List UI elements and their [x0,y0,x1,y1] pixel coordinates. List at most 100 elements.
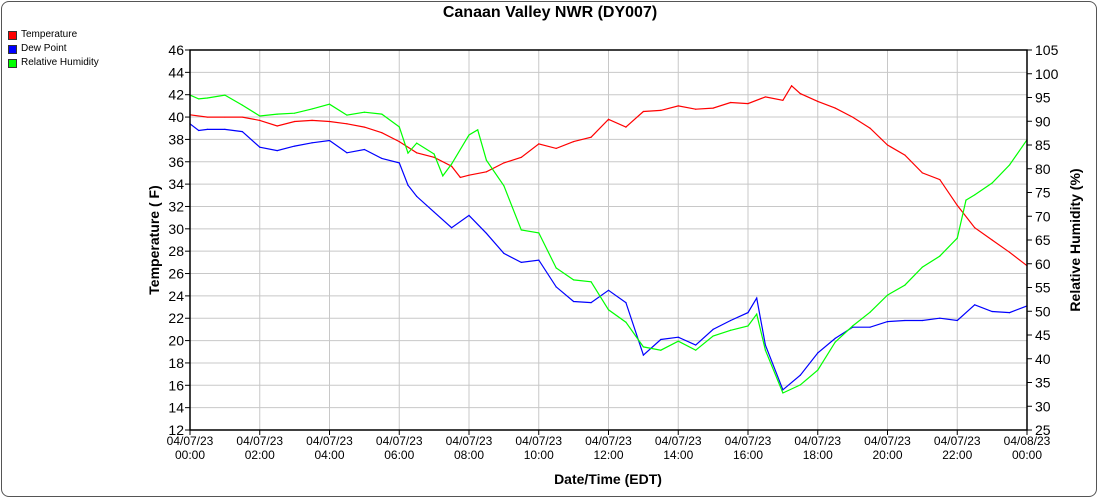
legend-item-temperature: Temperature [8,28,99,42]
data-point [381,113,383,115]
data-point [590,136,592,138]
data-point [346,114,348,116]
x-tick-date: 04/07/23 [236,434,283,448]
legend-item-relative-humidity: Relative Humidity [8,56,99,70]
data-point [198,129,200,132]
legend-swatch [8,44,17,54]
y-tick-label: 18 [168,355,184,371]
data-point [729,319,732,322]
x-tick-date: 04/07/23 [376,434,423,448]
y-tick-label: 32 [168,198,184,214]
x-tick-date: 04/07/23 [725,434,772,448]
data-point [660,338,662,341]
data-point [991,182,993,184]
data-point [904,319,906,322]
data-point [712,335,714,337]
x-tick-time: 02:00 [245,448,275,462]
y-tick-label: 44 [168,64,184,80]
x-tick-date: 04/07/23 [515,434,562,448]
legend-label: Dew Point [21,43,67,54]
data-point [520,156,522,158]
data-point [241,130,243,133]
y-tick-label: 34 [168,176,184,192]
data-point [241,116,243,118]
y-tick-label: 16 [168,377,184,393]
data-point [328,139,331,142]
data-point [677,340,679,342]
data-point [538,232,540,234]
data-point [398,162,400,164]
data-point [799,384,801,386]
y2-tick-label: 25 [1035,422,1051,438]
y-tick-label: 26 [168,266,184,282]
data-point [625,126,627,128]
y2-tick-label: 50 [1035,303,1051,319]
data-point [939,255,941,257]
x-tick-date: 04/07/23 [934,434,981,448]
data-point [607,309,610,311]
legend-swatch [8,58,17,68]
data-point [503,252,505,255]
data-point [573,279,575,281]
data-point [834,341,836,343]
data-point [660,349,662,351]
data-point [276,125,278,127]
data-point [311,142,313,144]
data-point [991,310,993,313]
data-point [956,204,958,206]
data-point [573,141,575,143]
data-point [939,317,941,319]
data-point [965,199,967,201]
y-tick-label: 36 [168,154,184,170]
data-point [817,369,819,371]
data-point [538,143,540,145]
data-point [956,319,958,322]
data-point [468,174,470,176]
data-point [259,115,261,117]
data-point [834,337,836,339]
legend-label: Temperature [21,29,78,40]
data-point [886,320,889,323]
data-point [799,374,801,376]
data-point [799,92,801,95]
data-point [817,100,819,103]
data-point [1008,312,1011,314]
data-point [224,128,226,130]
x-tick-time: 10:00 [524,448,554,462]
data-point [764,96,767,98]
data-point [712,107,714,109]
data-point [695,349,697,351]
chart-title: Canaan Valley NWR (DY007) [442,4,658,21]
data-point [764,344,767,346]
data-point [442,175,444,177]
data-point [677,105,679,107]
data-point [485,159,488,161]
legend: Temperature Dew Point Relative Humidity [8,28,99,70]
data-point [729,101,732,104]
data-point [363,126,365,128]
data-point [695,108,697,110]
data-point [782,389,784,391]
data-point [538,259,540,261]
data-point [328,120,331,123]
y-tick-label: 28 [168,243,184,259]
data-point [433,156,435,158]
data-point [346,123,348,125]
data-point [790,85,793,87]
x-tick-date: 04/07/23 [794,434,841,448]
data-point [503,162,505,164]
legend-item-dew-point: Dew Point [8,42,99,56]
data-point [294,112,296,114]
x-tick-time: 00:00 [175,448,205,462]
y2-tick-label: 60 [1035,256,1051,272]
y2-tick-label: 80 [1035,161,1051,177]
data-point [747,103,749,105]
y-tick-label: 38 [168,131,184,147]
data-point [294,120,296,123]
y-axis-title: Temperature ( F) [146,185,162,294]
data-point [311,119,313,122]
data-point [852,116,854,118]
y2-tick-label: 90 [1035,113,1051,129]
data-point [416,195,418,198]
